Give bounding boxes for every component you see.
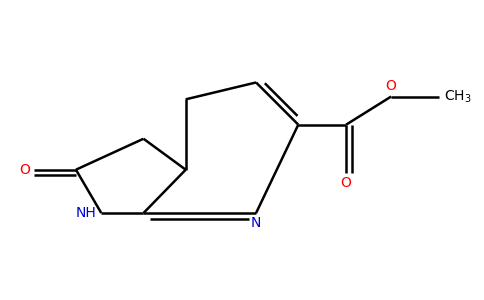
Text: O: O xyxy=(19,163,30,177)
Text: NH: NH xyxy=(76,206,97,220)
Text: N: N xyxy=(251,216,261,230)
Text: O: O xyxy=(341,176,351,190)
Text: O: O xyxy=(386,79,396,93)
Text: CH$_3$: CH$_3$ xyxy=(443,88,471,105)
